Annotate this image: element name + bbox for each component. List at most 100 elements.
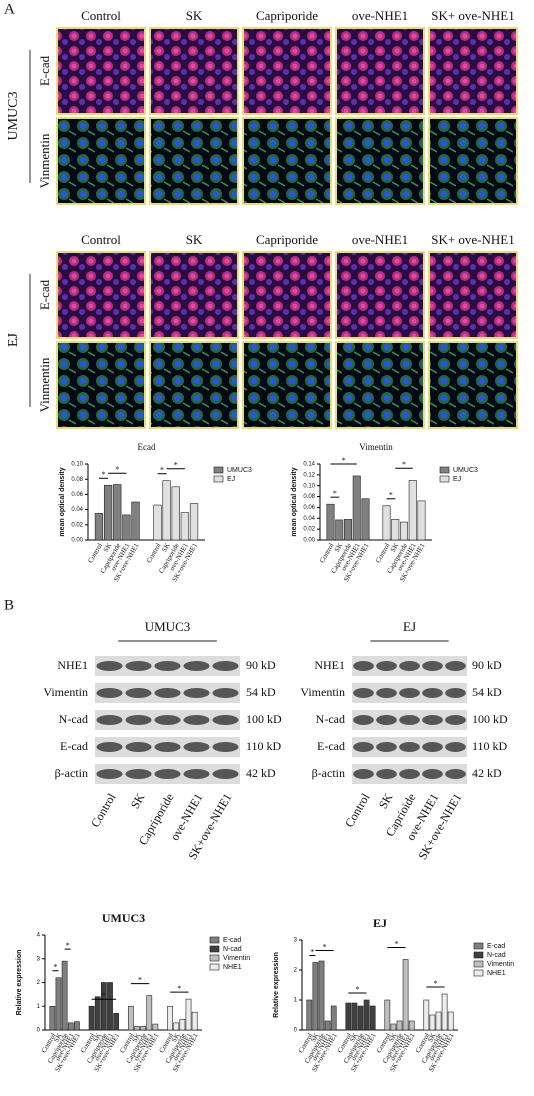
blot-band <box>154 769 181 779</box>
column-header: ove-NHE1 <box>352 232 408 247</box>
y-tick-label: 0.14 <box>303 462 315 468</box>
blot-band <box>353 769 374 779</box>
size-label: 90 kD <box>472 658 502 672</box>
row-label: E-cad <box>37 55 52 86</box>
blot-band <box>96 688 123 698</box>
significance-label: * <box>402 460 406 469</box>
legend-label: E-cad <box>223 937 241 944</box>
y-tick-label: 1 <box>37 1004 41 1010</box>
y-axis-label: Relative expression <box>16 950 23 1016</box>
panel-label: B <box>4 597 14 613</box>
blot-band <box>376 661 397 671</box>
x-tick-label: Control <box>318 542 336 565</box>
legend-label: NHE1 <box>487 970 506 977</box>
blot-band <box>422 742 443 752</box>
bar <box>384 999 391 1031</box>
y-tick-label: 0.08 <box>71 477 83 483</box>
bar <box>171 486 180 541</box>
blot-band <box>154 688 181 698</box>
legend-swatch <box>209 954 220 962</box>
bar <box>180 512 190 541</box>
blot-band <box>399 688 420 698</box>
significance-label: * <box>394 939 398 948</box>
bar <box>400 521 408 541</box>
x-tick-label: SK <box>333 542 344 554</box>
significance-label: * <box>355 985 359 994</box>
bar <box>74 1021 80 1031</box>
blot-band <box>376 715 397 725</box>
bar <box>408 1020 415 1031</box>
micrograph <box>428 117 518 205</box>
blot-band <box>445 769 466 779</box>
bar <box>382 505 391 541</box>
protein-label: N-cad <box>316 712 345 726</box>
protein-label: E-cad <box>317 739 345 753</box>
bar <box>417 500 426 541</box>
y-tick-label: 2 <box>37 980 41 986</box>
lane-label: Control <box>342 790 373 829</box>
legend-swatch <box>209 936 220 944</box>
significance-label: * <box>323 942 327 951</box>
y-axis-label: mean optical density <box>59 467 66 536</box>
blot-band <box>125 661 152 671</box>
legend-swatch <box>213 475 224 483</box>
micrograph <box>242 27 332 115</box>
y-tick-label: 0.08 <box>303 494 315 500</box>
blot-band <box>399 661 420 671</box>
blot-band <box>422 715 443 725</box>
size-label: 90 kD <box>246 658 276 672</box>
protein-label: N-cad <box>59 712 88 726</box>
significance-label: * <box>433 979 437 988</box>
x-tick-label: Control <box>145 542 163 565</box>
significance-label: * <box>160 466 164 475</box>
y-tick-label: 0.04 <box>303 516 315 522</box>
blot-band <box>183 661 210 671</box>
bar <box>49 1005 56 1031</box>
cell-line-label: UMUC3 <box>6 91 21 140</box>
protein-label: NHE1 <box>57 658 88 672</box>
blot-band <box>96 661 123 671</box>
column-header: SK <box>186 8 203 23</box>
micrograph <box>242 117 332 205</box>
column-header: SK <box>186 232 203 247</box>
protein-label: Vimentin <box>300 685 345 699</box>
bar <box>122 514 131 541</box>
micrograph <box>428 251 518 339</box>
y-tick-label: 0.04 <box>71 507 83 513</box>
bar <box>396 1020 403 1031</box>
size-label: 42 kD <box>246 766 276 780</box>
bar <box>100 982 107 1031</box>
bar <box>94 996 101 1031</box>
bar <box>351 1002 358 1031</box>
legend-label: Vimentin <box>223 955 250 962</box>
x-tick-label: SK <box>91 1032 102 1044</box>
y-axis-label: mean optical density <box>291 467 298 536</box>
significance-label: * <box>66 941 70 950</box>
micrograph <box>56 117 146 205</box>
blot-band <box>445 661 466 671</box>
x-tick-label: SK <box>309 1032 320 1044</box>
bar <box>140 1026 147 1031</box>
bar <box>127 1005 134 1031</box>
bar <box>189 503 199 541</box>
significance-label: * <box>310 947 314 956</box>
column-header: SK+ ove-NHE1 <box>431 232 515 247</box>
size-label: 54 kD <box>472 685 502 699</box>
bar <box>423 999 430 1031</box>
y-tick-label: 3 <box>37 956 41 962</box>
bar <box>330 1005 337 1031</box>
bar <box>324 1020 331 1031</box>
bar <box>173 1022 180 1031</box>
micrograph <box>56 27 146 115</box>
significance-label: * <box>138 975 142 984</box>
significance-label: * <box>102 470 106 479</box>
blot-band <box>353 688 374 698</box>
column-header: Capriporide <box>256 8 318 23</box>
lane-label: Control <box>88 790 119 829</box>
bar <box>344 519 352 541</box>
bar <box>306 999 313 1031</box>
legend-label: N-cad <box>223 946 242 953</box>
blot-band <box>212 715 239 725</box>
blot-band <box>399 715 420 725</box>
micrograph <box>149 251 239 339</box>
